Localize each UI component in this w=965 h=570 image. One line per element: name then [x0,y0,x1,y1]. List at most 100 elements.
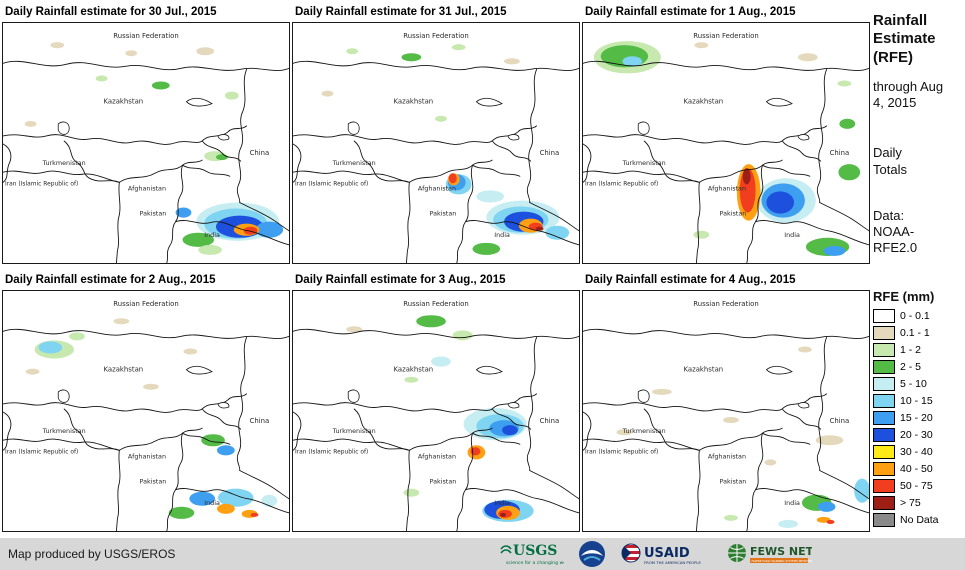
legend-label: 0 - 0.1 [900,309,930,322]
svg-text:India: India [204,231,220,239]
svg-text:Kazakhstan: Kazakhstan [103,366,143,374]
legend-item: > 75 [873,495,963,510]
svg-text:USGS: USGS [513,543,557,559]
svg-text:Afghanistan: Afghanistan [708,184,746,192]
noaa-logo [579,541,605,567]
svg-text:FEWS NET: FEWS NET [750,545,812,558]
panel-title: Daily Rainfall estimate for 3 Aug., 2015 [295,274,506,286]
map-panel: Daily Rainfall estimate for 31 Jul., 201… [292,2,580,264]
sidebar-through-date: through Aug 4, 2015 [873,78,944,111]
legend-item: 1 - 2 [873,342,963,357]
sidebar: Rainfall Estimate (RFE) through Aug 4, 2… [873,12,963,530]
legend-title: RFE (mm) [873,288,935,304]
legend-swatch [873,512,895,527]
legend-swatch [873,410,895,425]
legend-label: No Data [900,513,939,526]
map-svg: Russian Federation Kazakhstan Turkmenistan… [583,300,869,531]
svg-text:China: China [830,417,850,425]
panel-title: Daily Rainfall estimate for 31 Jul., 201… [295,6,507,18]
svg-text:Pakistan: Pakistan [720,210,747,218]
svg-text:Turkmenistan: Turkmenistan [622,427,666,435]
legend-label: 1 - 2 [900,343,922,356]
svg-text:Iran (Islamic Republic of): Iran (Islamic Republic of) [5,448,78,455]
svg-text:Pakistan: Pakistan [140,210,167,218]
legend-swatch [873,325,895,340]
map-panel: Daily Rainfall estimate for 3 Aug., 2015… [292,270,580,532]
svg-text:Turkmenistan: Turkmenistan [622,159,666,167]
map-canvas: Russian Federation Kazakhstan Turkmenistan… [582,22,870,264]
legend-label: 0.1 - 1 [900,326,930,339]
legend-swatch [873,393,895,408]
svg-text:Iran (Islamic Republic of): Iran (Islamic Republic of) [585,180,658,187]
svg-text:China: China [250,149,270,157]
panel-title: Daily Rainfall estimate for 4 Aug., 2015 [585,274,796,286]
map-svg: Russian Federation Kazakhstan Turkmenistan… [3,32,289,263]
map-svg: Russian Federation Kazakhstan Turkmenistan… [583,32,869,263]
svg-text:Pakistan: Pakistan [720,478,747,486]
svg-text:Russian Federation: Russian Federation [113,300,178,308]
legend-swatch [873,444,895,459]
svg-text:Iran (Islamic Republic of): Iran (Islamic Republic of) [295,180,368,187]
svg-text:Afghanistan: Afghanistan [128,184,166,192]
svg-text:Russian Federation: Russian Federation [403,32,468,40]
map-panel: Daily Rainfall estimate for 4 Aug., 2015… [582,270,870,532]
svg-text:India: India [784,231,800,239]
legend-item: 40 - 50 [873,461,963,476]
svg-text:China: China [540,417,560,425]
legend-swatch [873,427,895,442]
svg-text:USAID: USAID [644,546,690,561]
panel-title: Daily Rainfall estimate for 30 Jul., 201… [5,6,217,18]
svg-text:Pakistan: Pakistan [430,478,457,486]
svg-text:Afghanistan: Afghanistan [418,184,456,192]
legend-swatch [873,495,895,510]
svg-text:Turkmenistan: Turkmenistan [332,159,376,167]
map-panels-grid: Daily Rainfall estimate for 30 Jul., 201… [2,2,870,532]
legend-item: 0.1 - 1 [873,325,963,340]
legend-item: 5 - 10 [873,376,963,391]
svg-text:Afghanistan: Afghanistan [708,452,746,460]
map-panel: Daily Rainfall estimate for 2 Aug., 2015… [2,270,290,532]
legend-item: 50 - 75 [873,478,963,493]
legend-swatch [873,308,895,323]
map-panel: Daily Rainfall estimate for 30 Jul., 201… [2,2,290,264]
legend-item: No Data [873,512,963,527]
sidebar-data-source: Data: NOAA-RFE2.0 [873,207,918,256]
svg-text:India: India [494,231,510,239]
legend-swatch [873,461,895,476]
panel-title: Daily Rainfall estimate for 2 Aug., 2015 [5,274,216,286]
svg-text:Kazakhstan: Kazakhstan [393,98,433,106]
sidebar-title: Rainfall Estimate (RFE) [873,12,936,66]
map-canvas: Russian Federation Kazakhstan Turkmenistan… [582,290,870,532]
map-svg: Russian Federation Kazakhstan Turkmenistan… [293,32,579,263]
svg-text:Afghanistan: Afghanistan [418,452,456,460]
svg-text:Iran (Islamic Republic of): Iran (Islamic Republic of) [585,448,658,455]
legend: 0 - 0.1 0.1 - 1 1 - 2 2 - 5 5 - 10 10 - 15 15 … [873,308,963,527]
svg-text:India: India [204,499,220,507]
legend-item: 15 - 20 [873,410,963,425]
sidebar-daily-totals: Daily Totals [873,145,907,177]
map-canvas: Russian Federation Kazakhstan Turkmenistan… [2,290,290,532]
svg-text:India: India [494,499,510,507]
legend-swatch [873,359,895,374]
legend-item: 2 - 5 [873,359,963,374]
legend-label: 30 - 40 [900,445,933,458]
svg-text:Russian Federation: Russian Federation [693,300,758,308]
legend-swatch [873,478,895,493]
legend-label: 40 - 50 [900,462,933,475]
legend-swatch [873,376,895,391]
legend-item: 30 - 40 [873,444,963,459]
svg-text:Turkmenistan: Turkmenistan [42,159,86,167]
svg-text:Russian Federation: Russian Federation [403,300,468,308]
svg-text:Iran (Islamic Republic of): Iran (Islamic Republic of) [5,180,78,187]
legend-item: 0 - 0.1 [873,308,963,323]
svg-text:Turkmenistan: Turkmenistan [42,427,86,435]
svg-text:FROM THE AMERICAN PEOPLE: FROM THE AMERICAN PEOPLE [644,560,701,565]
legend-label: 50 - 75 [900,479,933,492]
map-svg: Russian Federation Kazakhstan Turkmenistan… [3,300,289,531]
svg-text:Turkmenistan: Turkmenistan [332,427,376,435]
svg-text:science for a changing world: science for a changing world [506,560,564,566]
legend-label: 10 - 15 [900,394,933,407]
map-svg: Russian Federation Kazakhstan Turkmenistan… [293,300,579,531]
